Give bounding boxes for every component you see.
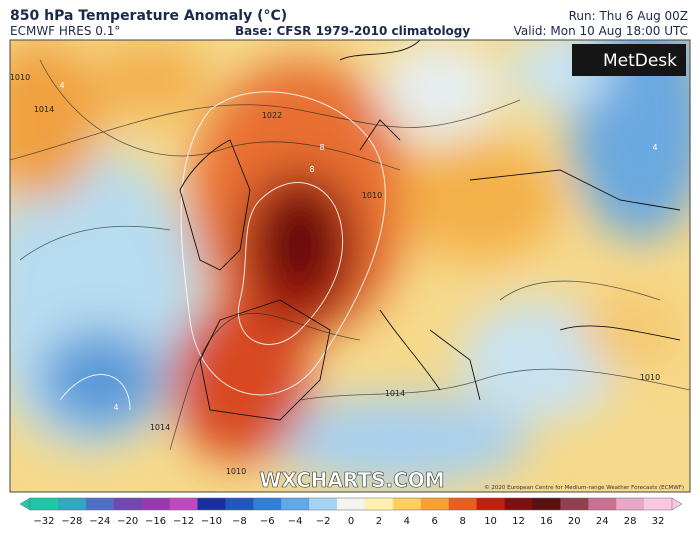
contour-label: 4 xyxy=(652,143,657,152)
map-frame xyxy=(9,39,691,493)
contour-label: 1014 xyxy=(150,423,170,432)
colorbar-swatch xyxy=(85,498,115,510)
colorbar-swatch xyxy=(532,498,561,510)
colorbar-label: −16 xyxy=(145,516,166,527)
colorbar-label: −28 xyxy=(61,516,82,527)
colorbar-label: −6 xyxy=(260,516,275,527)
colorbar-swatch xyxy=(616,498,645,510)
colorbar-label: −12 xyxy=(173,516,194,527)
colorbar-label: −8 xyxy=(232,516,247,527)
colorbar-swatch xyxy=(169,498,198,510)
colorbar-label: −20 xyxy=(117,516,138,527)
contour-label: 1010 xyxy=(10,73,30,82)
colorbar-swatch xyxy=(57,498,87,510)
base: Base: CFSR 1979-2010 climatology xyxy=(235,24,471,38)
colorbar-swatch xyxy=(113,498,143,510)
colorbar-label: −10 xyxy=(201,516,222,527)
colorbar-swatch xyxy=(197,498,226,510)
contour-label: 4 xyxy=(59,81,64,90)
isotherms xyxy=(59,91,386,411)
model: ECMWF HRES 0.1° xyxy=(10,24,121,38)
logo: MetDesk xyxy=(603,51,677,71)
colorbar-swatch xyxy=(309,498,338,510)
contour-label: 8 xyxy=(309,165,314,174)
colorbar-label: 10 xyxy=(484,516,497,527)
colorbar-swatch xyxy=(337,498,366,510)
contour-label: 1014 xyxy=(34,105,54,114)
colorbar-swatch xyxy=(588,498,617,510)
colorbar-label: 28 xyxy=(624,516,637,527)
anomaly-field xyxy=(10,40,690,492)
colorbar-label: 20 xyxy=(568,516,581,527)
colorbar-swatch xyxy=(281,498,310,510)
colorbar-swatch xyxy=(504,498,533,510)
contour-label: 1010 xyxy=(362,191,382,200)
title: 850 hPa Temperature Anomaly (°C) xyxy=(10,8,288,24)
watermark: WXCHARTS.COM xyxy=(259,468,444,492)
colorbar: −32 −28 −24 −20 −16 −12 −10 −8 −6 −4 −2 0 2 4 6 8 10 12 16… xyxy=(19,497,683,527)
colorbar-end xyxy=(671,497,683,511)
colorbar-label: 16 xyxy=(540,516,553,527)
colorbar-swatch xyxy=(448,498,478,510)
colorbar-label: −4 xyxy=(288,516,303,527)
colorbar-end xyxy=(19,497,31,511)
colorbar-swatch xyxy=(225,498,254,510)
colorbar-label: 8 xyxy=(459,516,465,527)
colorbar-label: −32 xyxy=(33,516,54,527)
colorbar-label: 32 xyxy=(652,516,665,527)
logo-box xyxy=(572,44,686,76)
colorbar-label: 24 xyxy=(596,516,609,527)
colorbar-label: 12 xyxy=(512,516,525,527)
colorbar-swatch xyxy=(364,498,394,510)
colorbar-frame xyxy=(29,497,673,511)
colorbar-swatch xyxy=(560,498,589,510)
colorbar-swatch xyxy=(476,498,506,510)
colorbar-swatch xyxy=(141,498,171,510)
contour-label: 1014 xyxy=(385,389,405,398)
colorbar-swatch xyxy=(392,498,422,510)
isobars xyxy=(10,59,690,451)
colorbar-label: −24 xyxy=(89,516,110,527)
colorbar-swatch xyxy=(644,498,673,510)
colorbar-swatch xyxy=(30,498,59,510)
valid: Valid: Mon 10 Aug 18:00 UTC xyxy=(513,24,688,38)
colorbar-label: 6 xyxy=(432,516,438,527)
contour-label: 1010 xyxy=(640,373,660,382)
colorbar-label: 4 xyxy=(404,516,410,527)
coastlines xyxy=(179,40,681,421)
colorbar-label: −2 xyxy=(316,516,331,527)
copyright: © 2020 European Centre for Medium-range … xyxy=(484,484,684,491)
colorbar-swatch xyxy=(253,498,282,510)
colorbar-label: 2 xyxy=(376,516,382,527)
contour-label: 4 xyxy=(113,403,118,412)
contour-label: 1022 xyxy=(262,111,282,120)
run: Run: Thu 6 Aug 00Z xyxy=(568,9,688,23)
colorbar-label: 0 xyxy=(348,516,354,527)
contour-label: 8 xyxy=(319,143,324,152)
colorbar-swatch xyxy=(420,498,450,510)
contour-label: 1010 xyxy=(226,467,246,476)
